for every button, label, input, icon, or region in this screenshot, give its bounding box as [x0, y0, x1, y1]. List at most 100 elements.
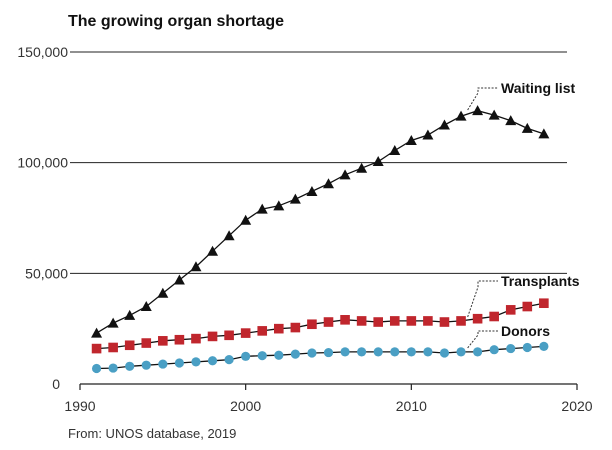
transplants-point — [141, 338, 152, 348]
waiting-list-point — [389, 144, 401, 155]
waiting-list-point — [538, 128, 550, 139]
waiting-list-point — [223, 230, 235, 241]
transplants-point — [224, 330, 234, 341]
transplants-label-leader — [467, 280, 498, 318]
donors-point — [274, 350, 284, 360]
transplants-point — [108, 342, 118, 353]
donors-point — [108, 363, 118, 373]
transplants-point — [307, 319, 317, 330]
donors-point — [439, 348, 450, 358]
series-group — [91, 105, 550, 374]
waiting-list-label: Waiting list — [501, 80, 575, 96]
waiting-list-point — [455, 110, 467, 121]
transplants-point — [439, 317, 450, 327]
transplants-point — [489, 311, 499, 322]
waiting-list-point — [124, 309, 136, 320]
series-labels: Waiting list Transplants Donors — [467, 80, 580, 349]
waiting-list-point — [157, 287, 169, 298]
x-tick-label: 2000 — [230, 398, 261, 414]
donors-point — [423, 347, 433, 357]
transplants-point — [323, 317, 334, 327]
waiting-list-point — [422, 129, 434, 140]
x-tick-label: 2020 — [561, 398, 592, 414]
transplants-point — [505, 305, 516, 315]
donors-point — [506, 343, 516, 354]
transplants-point — [191, 333, 201, 344]
donors-point — [174, 358, 184, 368]
waiting-list-point — [91, 327, 103, 338]
waiting-list-label-leader — [467, 87, 498, 111]
transplants-point — [472, 313, 483, 324]
donors-point — [340, 347, 350, 357]
waiting-list-point — [273, 200, 285, 211]
series-donors — [91, 341, 549, 374]
donors-label: Donors — [501, 323, 550, 339]
donors-point — [357, 347, 367, 357]
donors-point — [224, 355, 234, 365]
transplants-point — [240, 328, 251, 338]
transplants-point — [539, 298, 549, 309]
series-waiting-list — [91, 105, 550, 338]
waiting-list-point — [107, 317, 119, 328]
y-tick-label: 100,000 — [17, 155, 68, 171]
x-tick-label: 2010 — [396, 398, 427, 414]
donors-point — [323, 347, 334, 358]
transplants-line — [96, 302, 545, 350]
transplants-point — [389, 316, 400, 326]
donors-point — [522, 342, 532, 353]
donors-point — [373, 347, 383, 357]
donors-point — [91, 363, 102, 374]
waiting-list-point — [339, 169, 351, 180]
waiting-list-point — [323, 178, 334, 189]
transplants-point — [356, 316, 367, 326]
donors-point — [473, 347, 483, 357]
y-tick-label: 0 — [52, 376, 60, 392]
y-axis-ticks: 0 50,000 100,000 150,000 — [17, 44, 68, 392]
transplants-point — [124, 340, 135, 351]
donors-label-leader — [467, 330, 498, 349]
donors-point — [406, 347, 416, 357]
waiting-list-line — [96, 110, 545, 334]
waiting-list-point — [140, 301, 152, 312]
waiting-list-point — [472, 105, 484, 116]
waiting-list-point — [190, 261, 202, 272]
waiting-list-point — [521, 122, 533, 133]
donors-point — [489, 345, 499, 355]
waiting-list-point — [256, 203, 268, 214]
waiting-list-point — [207, 245, 219, 256]
source-note: From: UNOS database, 2019 — [68, 426, 236, 441]
transplants-point — [522, 301, 533, 312]
donors-point — [191, 357, 201, 367]
transplants-point — [456, 316, 466, 326]
x-tick-label: 1990 — [64, 398, 95, 414]
donors-point — [207, 356, 218, 366]
waiting-list-point — [488, 109, 500, 120]
waiting-list-point — [173, 274, 185, 285]
transplants-label: Transplants — [501, 273, 580, 289]
donors-line — [96, 345, 544, 370]
donors-point — [390, 347, 400, 357]
waiting-list-point — [505, 115, 517, 126]
donors-point — [158, 359, 168, 369]
donors-point — [141, 360, 151, 370]
waiting-list-point — [240, 214, 252, 225]
donors-point — [290, 349, 300, 359]
donors-point — [307, 348, 317, 358]
gridlines — [70, 51, 567, 274]
transplants-point — [340, 315, 350, 325]
transplants-point — [373, 317, 383, 327]
transplants-point — [158, 336, 168, 346]
transplants-point — [91, 343, 102, 354]
waiting-list-point — [356, 162, 368, 173]
waiting-list-point — [405, 135, 417, 146]
donors-point — [456, 347, 466, 357]
transplants-point — [406, 316, 417, 326]
transplants-point — [423, 316, 433, 326]
waiting-list-point — [289, 193, 301, 204]
chart-title: The growing organ shortage — [68, 13, 284, 30]
transplants-point — [207, 331, 218, 342]
transplants-point — [174, 334, 185, 345]
waiting-list-point — [438, 119, 450, 130]
donors-point — [125, 361, 135, 371]
